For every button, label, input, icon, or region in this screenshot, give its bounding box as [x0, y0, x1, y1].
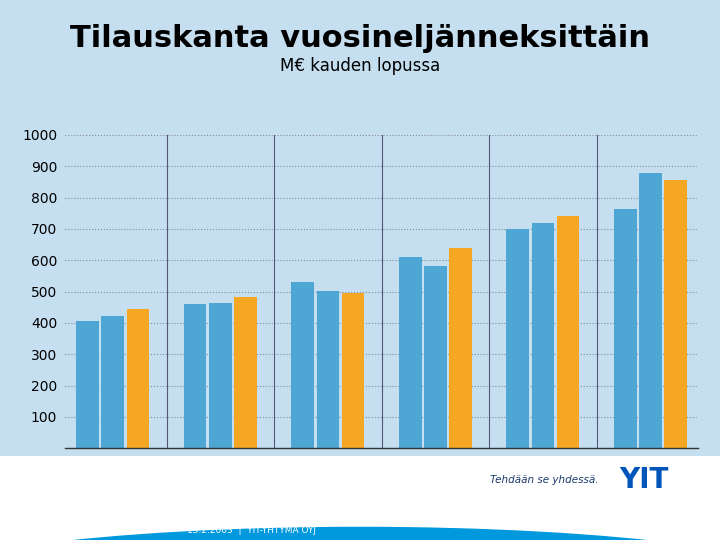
Bar — [342, 293, 364, 448]
Bar — [102, 316, 124, 448]
Text: Tehdään se yhdessä.: Tehdään se yhdessä. — [490, 475, 598, 485]
Bar — [127, 309, 149, 448]
Bar — [399, 257, 421, 448]
Bar — [614, 208, 636, 448]
Text: Tilauskanta vuosineljänneksittäin: Tilauskanta vuosineljänneksittäin — [70, 24, 650, 53]
Text: M€ kauden lopussa: M€ kauden lopussa — [280, 57, 440, 75]
Bar — [449, 248, 472, 448]
Bar — [665, 180, 687, 448]
Bar — [209, 302, 232, 448]
Bar — [292, 282, 314, 448]
Text: 13.2.2003  |  YIT-YHTYMÄ OYJ: 13.2.2003 | YIT-YHTYMÄ OYJ — [187, 525, 317, 535]
Bar — [184, 304, 207, 448]
Bar — [234, 297, 257, 448]
Bar — [317, 291, 339, 448]
Bar — [506, 229, 529, 448]
Bar — [639, 173, 662, 448]
Text: YIT: YIT — [620, 465, 669, 494]
Bar — [424, 266, 446, 448]
Bar — [76, 321, 99, 448]
Bar — [531, 222, 554, 448]
Ellipse shape — [0, 528, 720, 540]
Bar — [557, 216, 580, 448]
